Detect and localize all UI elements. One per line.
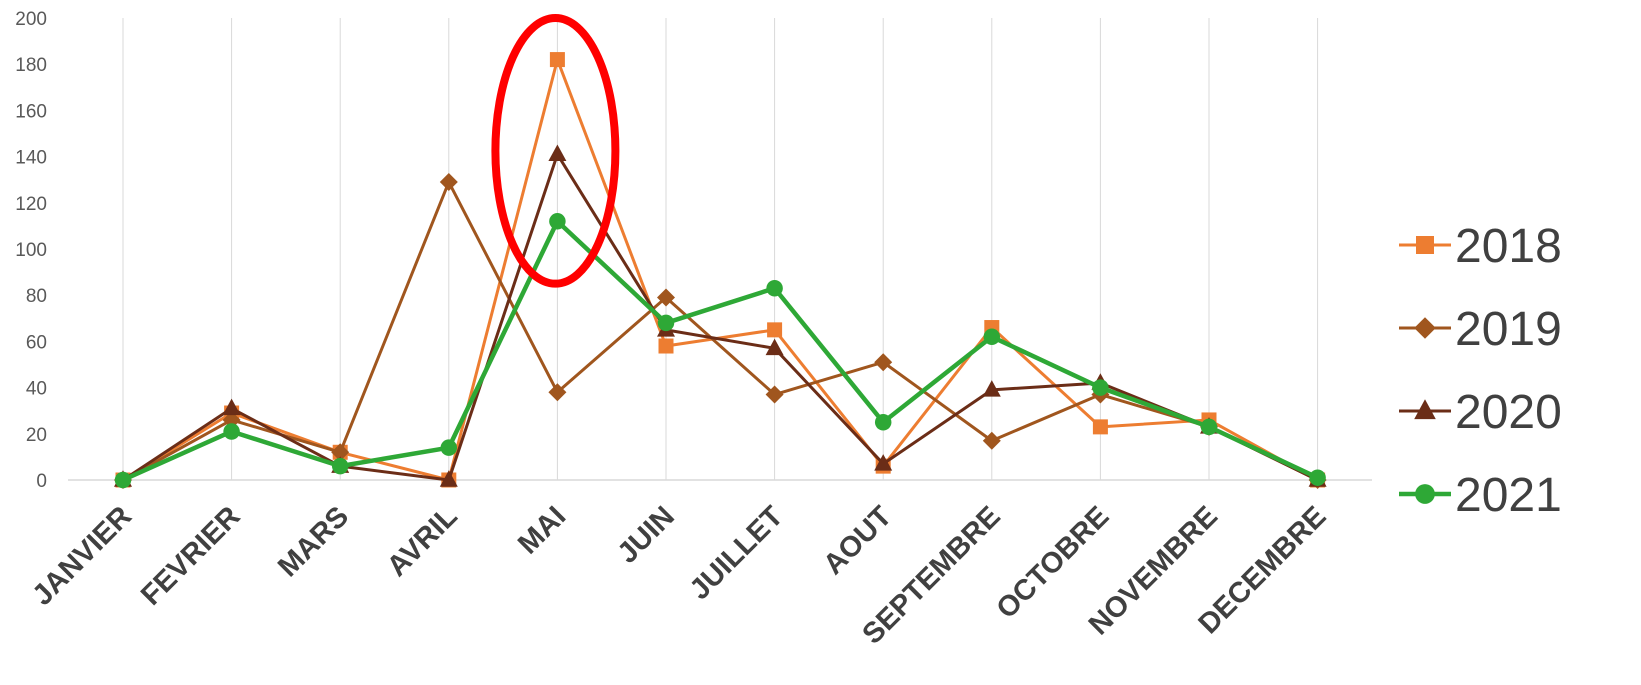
point-2019-avril: [439, 173, 458, 192]
point-2018-octobre: [1092, 419, 1108, 435]
point-2021-novembre: [1200, 418, 1218, 436]
x-tick-label-mars: MARS: [272, 500, 355, 583]
legend-label-2019: 2019: [1455, 303, 1562, 356]
x-tick-label-juin: JUIN: [612, 500, 681, 569]
x-tick-label-avril: AVRIL: [381, 500, 464, 583]
point-2020-juillet: [765, 338, 784, 356]
point-2018-mai: [549, 52, 565, 68]
y-tick-label: 100: [15, 240, 47, 261]
point-2021-decembre: [1309, 469, 1326, 486]
point-2020-mai: [548, 144, 567, 162]
point-2021-septembre: [983, 328, 1001, 346]
y-tick-label: 200: [15, 9, 47, 30]
point-2019-septembre: [982, 431, 1001, 450]
legend-entry-2021: 2021: [1399, 469, 1562, 522]
point-2019-mars: [331, 443, 350, 462]
legend-marker-2019: [1414, 317, 1436, 339]
y-tick-label: 80: [26, 286, 47, 307]
legend-marker-2018: [1416, 236, 1434, 254]
point-2019-fevrier: [222, 410, 241, 429]
point-2021-octobre: [1092, 379, 1109, 396]
point-2020-aout: [874, 454, 893, 471]
point-2021-mai: [549, 213, 566, 230]
series-2018: [115, 52, 1326, 488]
y-tick-label: 40: [26, 379, 47, 400]
series-line-2021: [122, 219, 1319, 483]
legend-marker-2021: [1415, 484, 1435, 504]
x-tick-label-juillet: JUILLET: [684, 500, 790, 606]
y-tick-label: 180: [15, 55, 47, 76]
annotation-layer: [491, 14, 620, 288]
point-2019-aout: [874, 353, 893, 372]
point-2019-mai: [548, 383, 567, 402]
legend-entry-2020: 2020: [1399, 386, 1562, 439]
point-2019-juillet: [765, 385, 784, 404]
series-line-2019: [122, 180, 1319, 482]
legend-entry-2019: 2019: [1399, 303, 1562, 356]
vertical-gridlines: [68, 18, 1372, 481]
y-tick-label: 160: [15, 101, 47, 122]
point-2021-aout: [874, 414, 892, 431]
y-tick-label: 140: [15, 148, 47, 169]
point-2018-juin: [658, 338, 674, 354]
legend-label-2020: 2020: [1455, 386, 1562, 439]
x-tick-label-aout: AOUT: [817, 500, 898, 581]
point-2021-juillet: [766, 280, 783, 297]
point-2021-janvier: [114, 471, 132, 489]
point-2020-fevrier: [222, 398, 241, 416]
point-2021-mars: [331, 457, 349, 475]
point-2018-juillet: [767, 322, 783, 338]
point-2019-juin: [657, 288, 675, 307]
series-line-2020: [122, 152, 1319, 482]
highlight-ellipse: [491, 14, 620, 288]
series-line-2018: [122, 58, 1319, 482]
point-2021-avril: [440, 439, 458, 456]
y-axis: 0 20 40 60 80 100 120 140 160 180 200: [15, 9, 47, 492]
point-2020-avril: [439, 470, 458, 487]
legend-label-2021: 2021: [1455, 469, 1562, 522]
y-tick-label: 120: [15, 194, 47, 215]
y-tick-label: 0: [36, 471, 47, 492]
legend: 2018 2019 2020 2021: [1399, 220, 1562, 522]
y-tick-label: 20: [26, 425, 47, 446]
point-2021-fevrier: [223, 423, 240, 440]
legend-entry-2018: 2018: [1399, 220, 1562, 273]
point-2020-septembre: [982, 380, 1001, 397]
x-tick-label-fevrier: FEVRIER: [135, 500, 247, 612]
legend-label-2018: 2018: [1455, 220, 1562, 273]
x-tick-label-janvier: JANVIER: [26, 500, 138, 612]
x-tick-label-mai: MAI: [512, 500, 572, 560]
y-tick-label: 60: [26, 332, 47, 353]
series-layer: [114, 52, 1327, 489]
legend-marker-2020: [1414, 399, 1436, 420]
point-2021-juin: [657, 314, 675, 332]
series-2021: [114, 213, 1326, 489]
